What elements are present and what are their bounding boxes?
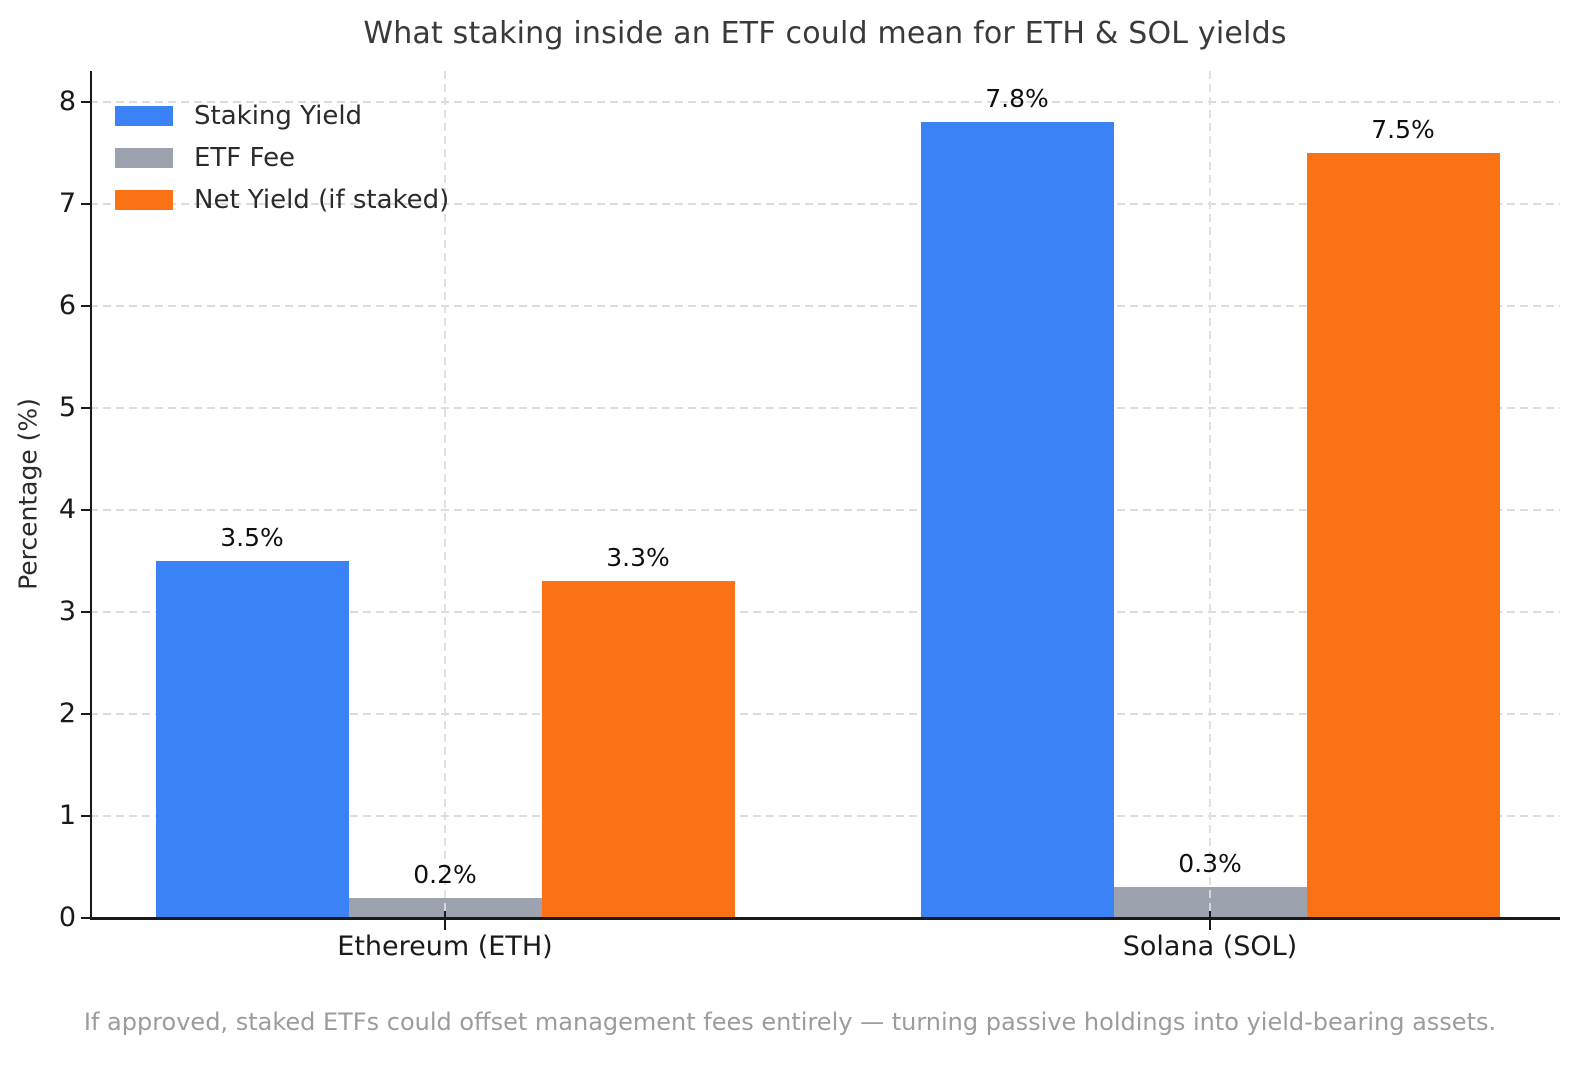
y-tick-label-2: 2 [58, 698, 76, 729]
bar-net-yield-if-staked-ethereum-eth [541, 581, 735, 918]
legend-swatch-etf-fee [115, 148, 173, 168]
legend-swatch-net-yield-if-staked [115, 190, 173, 210]
bar-staking-yield-ethereum-eth [155, 561, 349, 918]
y-tick-4 [81, 509, 90, 512]
y-tick-2 [81, 713, 90, 716]
v-gridline-solana-sol [1209, 71, 1211, 918]
legend: Staking Yield ETF Fee Net Yield (if staked… [115, 101, 449, 227]
y-tick-label-6: 6 [58, 290, 76, 321]
h-gridline-6 [90, 305, 1560, 307]
y-tick-1 [81, 815, 90, 818]
bar-value-label-staking-yield-solana-sol: 7.8% [985, 84, 1049, 114]
bar-value-label-etf-fee-ethereum-eth: 0.2% [413, 859, 477, 889]
y-tick-0 [81, 917, 90, 920]
h-gridline-8 [90, 101, 1560, 103]
legend-item-staking-yield: Staking Yield [115, 101, 449, 131]
legend-item-etf-fee: ETF Fee [115, 143, 449, 173]
h-gridline-2 [90, 713, 1560, 715]
v-gridline-ethereum-eth [444, 71, 446, 918]
bar-value-label-net-yield-if-staked-solana-sol: 7.5% [1371, 115, 1435, 144]
legend-swatch-staking-yield [115, 106, 173, 126]
h-gridline-5 [90, 407, 1560, 409]
bar-value-label-etf-fee-solana-sol: 0.3% [1178, 849, 1242, 879]
legend-label-net-yield-if-staked: Net Yield (if staked) [194, 185, 450, 215]
x-axis-spine [90, 916, 1560, 920]
y-tick-7 [81, 203, 90, 206]
y-tick-5 [81, 407, 90, 410]
h-gridline-7 [90, 203, 1560, 205]
y-tick-label-4: 4 [58, 494, 76, 525]
h-gridline-3 [90, 611, 1560, 613]
x-tick-ethereum-eth [443, 911, 447, 930]
x-tick-label-ethereum-eth: Ethereum (ETH) [337, 931, 553, 962]
y-axis-spine [90, 71, 93, 918]
y-tick-6 [81, 305, 90, 308]
bar-value-label-staking-yield-ethereum-eth: 3.5% [220, 523, 284, 552]
legend-label-staking-yield: Staking Yield [194, 101, 363, 131]
legend-label-etf-fee: ETF Fee [194, 143, 296, 173]
y-tick-label-7: 7 [58, 188, 76, 219]
y-tick-label-1: 1 [58, 800, 76, 831]
footnote: If approved, staked ETFs could offset ma… [83, 1008, 1497, 1036]
y-tick-label-0: 0 [58, 902, 76, 933]
plot-area: Staking Yield ETF Fee Net Yield (if staked… [59, 71, 1560, 933]
h-gridline-1 [90, 815, 1560, 817]
bar-net-yield-if-staked-solana-sol [1306, 153, 1500, 918]
bar-value-label-net-yield-if-staked-ethereum-eth: 3.3% [606, 543, 670, 573]
y-tick-3 [81, 611, 90, 614]
legend-item-net-yield-if-staked: Net Yield (if staked) [115, 185, 449, 215]
y-tick-label-3: 3 [58, 596, 76, 627]
x-tick-solana-sol [1208, 911, 1212, 930]
y-tick-label-5: 5 [58, 392, 76, 423]
bar-staking-yield-solana-sol [920, 122, 1114, 918]
chart-title: What staking inside an ETF could mean fo… [363, 16, 1287, 51]
y-tick-8 [81, 101, 90, 104]
h-gridline-4 [90, 509, 1560, 511]
y-tick-label-8: 8 [58, 86, 76, 117]
x-tick-label-solana-sol: Solana (SOL) [1122, 931, 1298, 962]
